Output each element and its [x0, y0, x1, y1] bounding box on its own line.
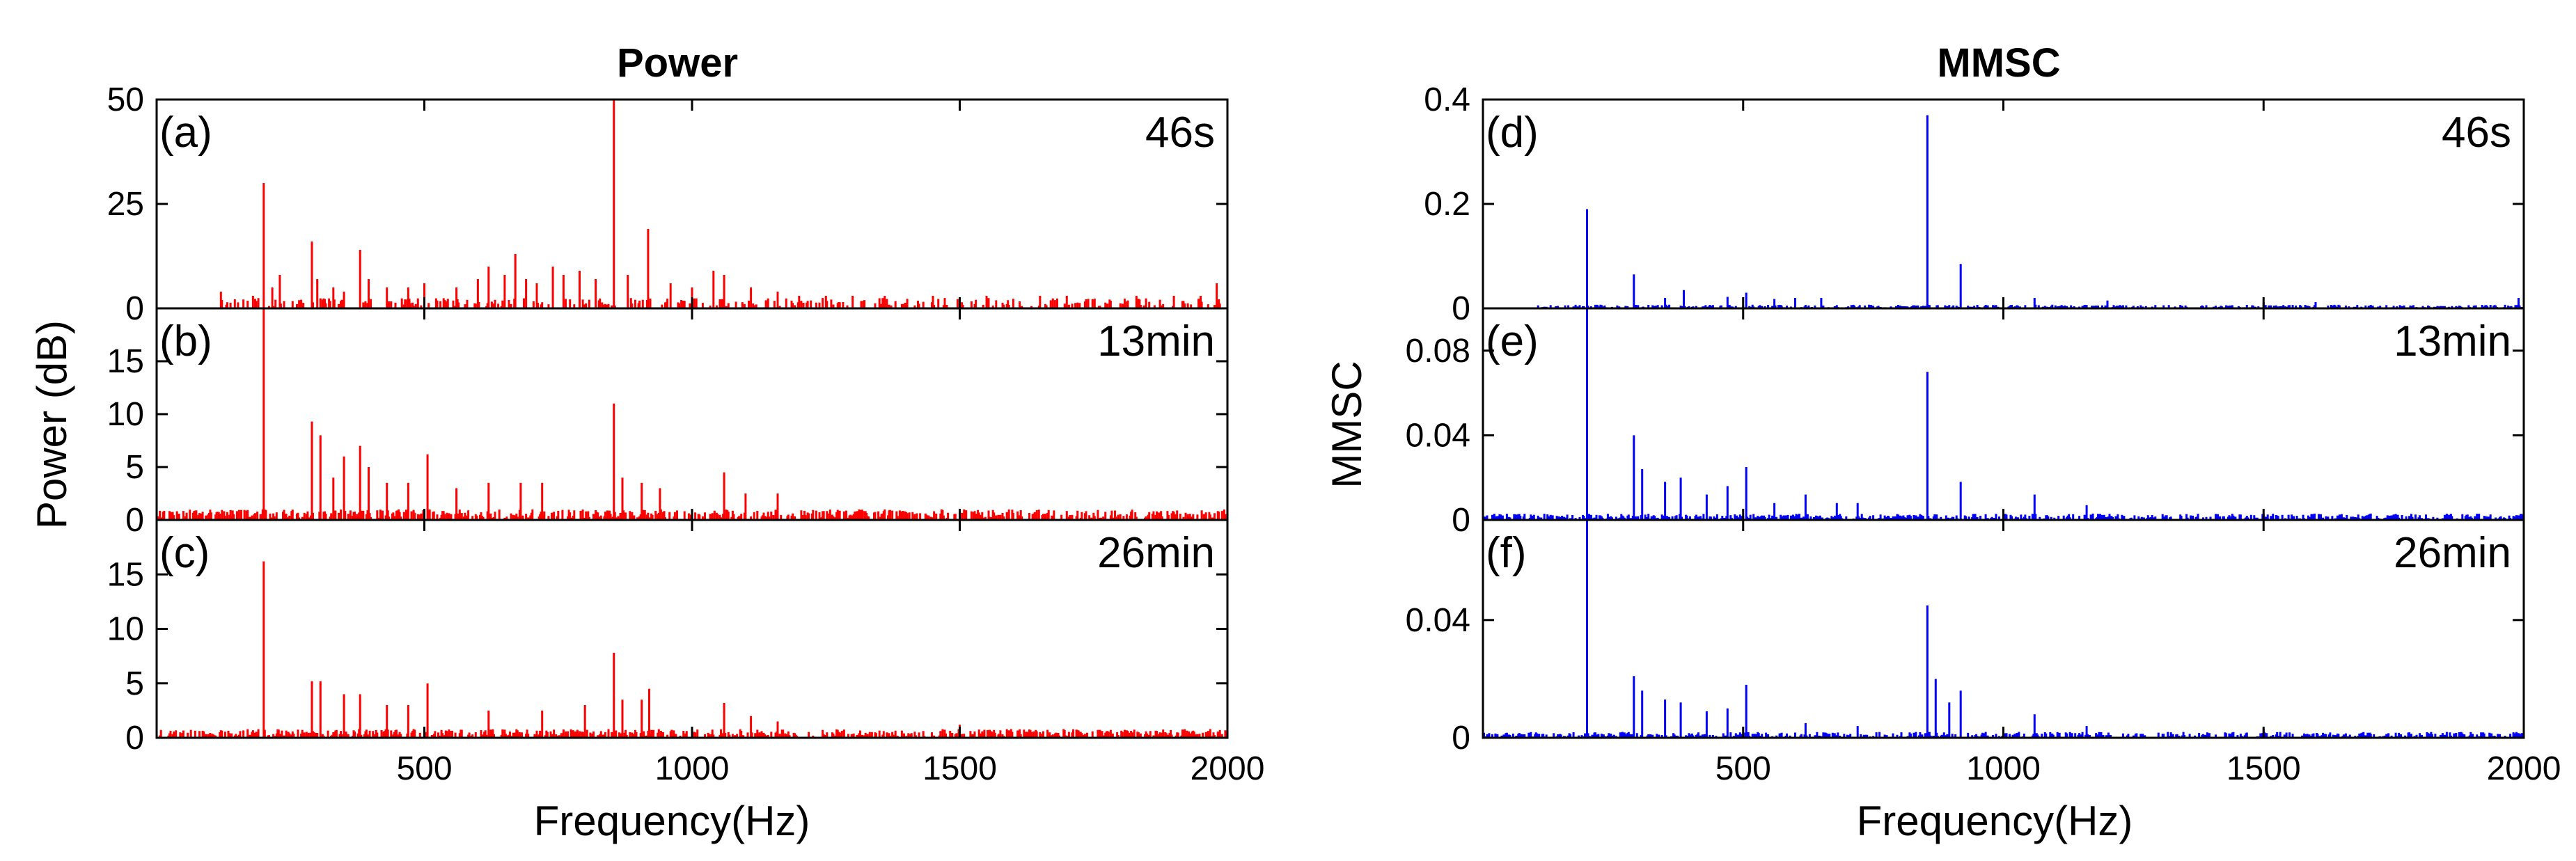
x-tick-label-c: 1500 [922, 750, 997, 787]
y-tick-label-d: 0.2 [1424, 186, 1470, 223]
y-tick-label-f: 0.04 [1406, 602, 1470, 639]
y-tick-label-a: 50 [107, 81, 144, 118]
x-tick-label-c: 500 [396, 750, 452, 787]
panel-f: 0 0.04 500 1000 1500 2000 (f) 26min [1406, 519, 2561, 787]
time-label-f: 26min [2394, 529, 2511, 577]
mmsc-y-axis-label: MMSC [1324, 361, 1370, 488]
y-tick-label-a: 0 [125, 290, 144, 327]
y-tick-label-e: 0.08 [1406, 333, 1470, 370]
time-label-d: 46s [2442, 109, 2511, 157]
y-tick-label-d: 0.4 [1424, 81, 1470, 118]
time-label-e: 13min [2394, 317, 2511, 365]
panel-c: 0 5 10 15 500 1000 1500 2000 (c) 26min [107, 519, 1265, 787]
y-tick-label-d: 0 [1452, 290, 1470, 327]
panel-tag-f: (f) [1486, 529, 1527, 577]
x-tick-label-c: 1000 [655, 750, 730, 787]
panel-tag-e: (e) [1486, 317, 1539, 365]
x-tick-label-f: 1500 [2226, 750, 2301, 787]
y-tick-label-c: 15 [107, 556, 144, 593]
y-tick-label-b: 5 [125, 449, 144, 486]
time-label-b: 13min [1097, 317, 1215, 365]
power-column-title: Power [617, 40, 738, 86]
mmsc-column-title: MMSC [1937, 40, 2060, 86]
panel-tag-b: (b) [159, 317, 212, 365]
x-tick-label-f: 500 [1715, 750, 1771, 787]
y-tick-label-e: 0 [1452, 502, 1470, 539]
y-tick-label-b: 0 [125, 502, 144, 539]
time-label-a: 46s [1145, 109, 1215, 157]
x-tick-label-c: 2000 [1191, 750, 1265, 787]
y-tick-label-b: 15 [107, 343, 144, 380]
y-tick-label-e: 0.04 [1406, 417, 1470, 454]
power-x-axis-label: Frequency(Hz) [534, 798, 810, 844]
y-tick-label-c: 10 [107, 611, 144, 648]
y-tick-label-c: 5 [125, 665, 144, 702]
x-tick-label-f: 1000 [1966, 750, 2041, 787]
y-tick-label-f: 0 [1452, 720, 1470, 757]
panels-group: 0 25 50 (a) 46s 0 5 10 15 (b) 13min 0 5 10 15 500 1000 15… [107, 81, 2561, 787]
panel-tag-d: (d) [1486, 109, 1539, 157]
y-tick-label-a: 25 [107, 186, 144, 223]
x-tick-label-f: 2000 [2487, 750, 2561, 787]
panel-tag-c: (c) [159, 529, 210, 577]
y-tick-label-c: 0 [125, 720, 144, 757]
y-tick-label-b: 10 [107, 396, 144, 433]
mmsc-x-axis-label: Frequency(Hz) [1857, 798, 2133, 844]
power-y-axis-label: Power (dB) [29, 320, 75, 529]
time-label-c: 26min [1097, 529, 1215, 577]
panel-tag-a: (a) [159, 109, 212, 157]
